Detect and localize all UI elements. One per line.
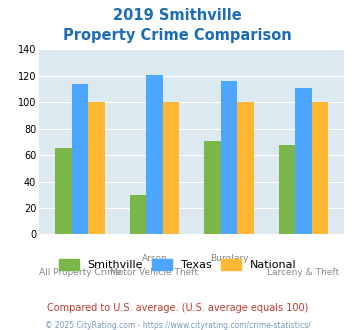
Text: Arson: Arson: [142, 254, 167, 263]
Text: Compared to U.S. average. (U.S. average equals 100): Compared to U.S. average. (U.S. average …: [47, 303, 308, 313]
Text: © 2025 CityRating.com - https://www.cityrating.com/crime-statistics/: © 2025 CityRating.com - https://www.city…: [45, 321, 310, 330]
Bar: [204, 141, 221, 234]
Bar: [146, 75, 163, 234]
Bar: [237, 102, 253, 234]
Legend: Smithville, Texas, National: Smithville, Texas, National: [55, 255, 300, 273]
Bar: [130, 195, 146, 234]
Text: Burglary: Burglary: [210, 254, 248, 263]
Text: Larceny & Theft: Larceny & Theft: [267, 268, 339, 277]
Text: Motor Vehicle Theft: Motor Vehicle Theft: [110, 268, 198, 277]
Bar: [88, 102, 105, 234]
Text: 2019 Smithville: 2019 Smithville: [113, 8, 242, 23]
Bar: [295, 88, 312, 234]
Bar: [55, 148, 72, 234]
Text: Property Crime Comparison: Property Crime Comparison: [63, 28, 292, 43]
Bar: [312, 102, 328, 234]
Text: All Property Crime: All Property Crime: [39, 268, 121, 277]
Bar: [221, 81, 237, 234]
Bar: [72, 84, 88, 234]
Bar: [279, 145, 295, 234]
Bar: [163, 102, 179, 234]
